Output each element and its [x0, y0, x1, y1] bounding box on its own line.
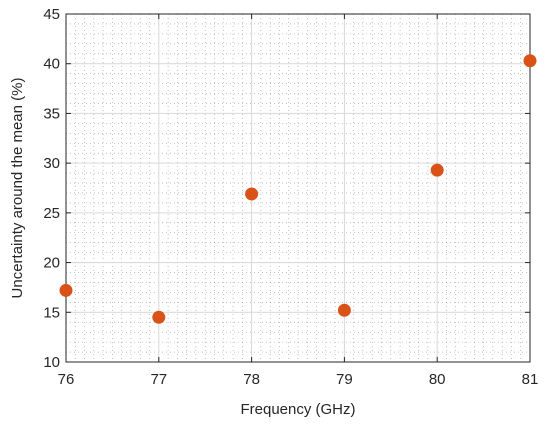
- minor-grid: [65, 13, 531, 363]
- y-tick-label: 25: [43, 205, 60, 222]
- y-tick-labels: 10 15 20 25 30 35 40 45: [43, 6, 60, 371]
- x-tick-label: 76: [58, 371, 75, 388]
- y-tick-label: 30: [43, 155, 60, 172]
- y-axis-label: Uncertainty around the mean (%): [9, 78, 26, 299]
- data-point: [152, 310, 166, 324]
- axis-ticks: [65, 13, 531, 363]
- data-point: [337, 303, 351, 317]
- y-tick-label: 35: [43, 105, 60, 122]
- y-tick-label: 10: [43, 354, 60, 371]
- y-tick-label: 20: [43, 255, 60, 272]
- data-point: [430, 163, 444, 177]
- x-tick-label: 77: [150, 371, 167, 388]
- x-tick-labels: 76 77 78 79 80 81: [58, 371, 539, 388]
- data-point: [245, 187, 259, 201]
- y-tick-label: 15: [43, 304, 60, 321]
- x-tick-label: 80: [429, 371, 446, 388]
- x-axis-label: Frequency (GHz): [240, 401, 355, 418]
- data-point: [59, 283, 73, 297]
- y-tick-label: 40: [43, 56, 60, 73]
- data-points: [59, 54, 537, 324]
- x-tick-label: 79: [336, 371, 353, 388]
- x-tick-label: 81: [522, 371, 539, 388]
- data-point: [523, 54, 537, 68]
- x-tick-label: 78: [243, 371, 260, 388]
- plot-frame: [65, 13, 531, 363]
- y-tick-label: 45: [43, 6, 60, 23]
